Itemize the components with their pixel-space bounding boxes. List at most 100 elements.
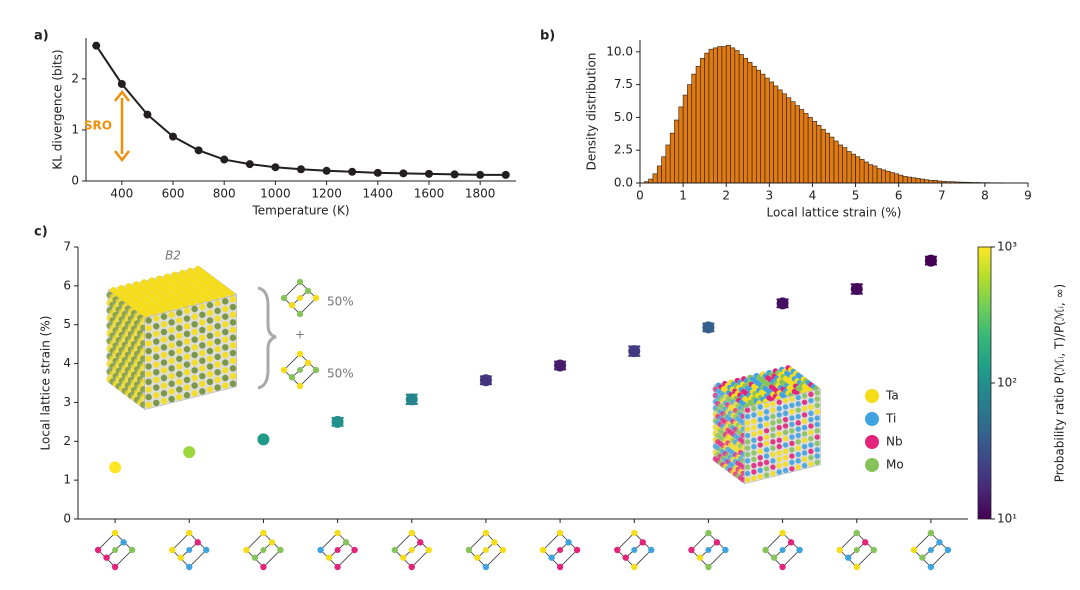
motif-atom (120, 539, 127, 546)
atom (183, 369, 191, 376)
motif-atom (770, 554, 778, 561)
atom (145, 355, 152, 363)
atom (808, 455, 814, 461)
atom (795, 401, 801, 407)
histogram-bar (911, 177, 917, 184)
histogram-bar (695, 65, 701, 184)
motif-atom (556, 563, 564, 571)
atom (199, 357, 206, 364)
atom (770, 470, 776, 477)
atom (776, 405, 782, 412)
atom (776, 412, 782, 418)
motif-atom (862, 539, 869, 546)
motif-atom (194, 539, 201, 546)
motif-atom (845, 554, 852, 561)
atom (757, 448, 763, 455)
atom (770, 401, 776, 407)
x-tick-label: 3 (766, 189, 774, 203)
strain-point (776, 297, 789, 310)
atom (206, 386, 214, 393)
motif-atom (853, 563, 860, 571)
atom (145, 393, 152, 401)
atom (183, 346, 191, 353)
atom (229, 334, 237, 341)
atom (776, 424, 782, 431)
atom (763, 415, 770, 421)
motif-atom (408, 529, 415, 537)
atom (229, 349, 237, 357)
atom (191, 344, 198, 351)
kl-point (424, 169, 433, 178)
atom (789, 434, 795, 440)
atom (795, 420, 801, 426)
atom (153, 315, 160, 322)
atom (770, 451, 776, 458)
atom (153, 330, 160, 338)
motif-atom (556, 529, 564, 537)
atom (814, 415, 820, 421)
atom (789, 459, 795, 466)
atom (808, 417, 814, 423)
atom (229, 342, 237, 349)
atom (814, 440, 820, 447)
atom (160, 328, 168, 336)
atom (789, 409, 795, 415)
atom (160, 313, 168, 320)
atom (744, 432, 751, 439)
atom (782, 448, 789, 455)
atom (808, 436, 814, 442)
atom (789, 440, 795, 447)
atom (795, 432, 801, 439)
atom (206, 340, 214, 347)
motif-atom (280, 294, 288, 302)
y-tick-label: 2 (63, 434, 71, 448)
legend-swatch (865, 389, 879, 403)
kl-point (399, 169, 408, 178)
atom (757, 423, 763, 429)
atom (814, 459, 820, 466)
atom (770, 445, 776, 451)
strain-point (183, 446, 196, 459)
motif-atom (351, 546, 358, 554)
atom (776, 431, 782, 437)
histogram-bar (829, 136, 835, 184)
motif-atom (277, 546, 284, 554)
atom (199, 319, 206, 326)
histogram-bar (781, 93, 787, 184)
histogram-bar (743, 58, 749, 184)
x-tick-label: 8 (981, 189, 989, 203)
histogram-bar (855, 156, 861, 184)
strain-point (109, 461, 122, 474)
atom (199, 303, 206, 311)
atom (770, 420, 776, 426)
atom (222, 305, 229, 313)
atom (757, 467, 763, 474)
motif-atom (325, 554, 333, 561)
atom (176, 370, 183, 378)
atom (153, 392, 160, 399)
atom (160, 390, 168, 397)
y-axis-label: KL divergence (bits) (51, 49, 65, 169)
motif-atom (334, 529, 341, 537)
atom (214, 369, 221, 376)
atom (206, 324, 214, 332)
motif-icon (280, 350, 320, 390)
motif-atom (722, 546, 729, 554)
motif-icon (836, 529, 877, 571)
histogram-bar (794, 105, 800, 184)
atom (199, 388, 206, 395)
atom (145, 386, 152, 393)
histogram-bar (648, 178, 654, 184)
motif-atom (482, 547, 489, 553)
motif-atom (312, 366, 320, 374)
atom (191, 336, 198, 343)
atom (168, 334, 175, 341)
atom (183, 330, 191, 338)
motif-icon (243, 529, 284, 571)
motif-atom (836, 546, 843, 554)
x-tick-label: 9 (1024, 189, 1032, 203)
atom (168, 372, 175, 380)
atom (808, 398, 814, 404)
strain-point (257, 433, 270, 446)
motif-atom (103, 554, 110, 561)
